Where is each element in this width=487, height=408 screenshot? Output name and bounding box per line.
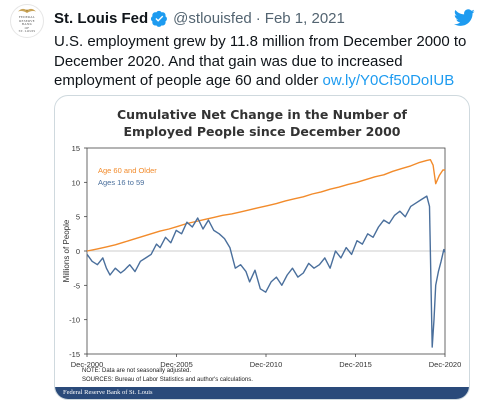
- y-tick-label: -10: [69, 316, 80, 325]
- y-tick-label: 0: [76, 247, 80, 256]
- x-tick-label: Dec-2005: [160, 360, 193, 369]
- x-tick-label: Dec-2015: [339, 360, 372, 369]
- legend-entry: Age 60 and Older: [98, 166, 157, 175]
- legend-entry: Ages 16 to 59: [98, 178, 144, 187]
- tweet-header: St. Louis Fed @stlouisfed · Feb 1, 2021: [54, 8, 475, 28]
- y-tick-label: 5: [76, 213, 80, 222]
- chart-note: NOTE: Data are not seasonally adjusted.: [82, 368, 192, 374]
- footer-text: Federal Reserve Bank of St. Louis: [63, 389, 153, 396]
- verified-badge-icon: [151, 10, 168, 27]
- eagle-logo-icon: [18, 8, 36, 14]
- avatar-line: OF: [24, 25, 30, 30]
- user-handle[interactable]: @stlouisfed: [173, 9, 252, 27]
- avatar-text: FEDERAL RESERVE BANK OF ST. LOUIS: [18, 15, 36, 34]
- avatar-line: ST. LOUIS: [18, 29, 36, 34]
- x-tick-label: Dec-2020: [429, 360, 462, 369]
- twitter-bird-icon[interactable]: [453, 9, 475, 32]
- x-tick-label: Dec-2000: [71, 360, 104, 369]
- chart-title: Cumulative Net Change in the Number of E…: [55, 106, 469, 140]
- avatar-line: FEDERAL: [18, 15, 36, 20]
- chart-notes: NOTE: Data are not seasonally adjusted. …: [82, 367, 253, 384]
- chart-sources: SOURCES: Bureau of Labor Statistics and …: [82, 376, 253, 383]
- media-card[interactable]: Cumulative Net Change in the Number of E…: [54, 95, 470, 400]
- avatar-line: RESERVE: [19, 18, 35, 23]
- separator-dot: ·: [255, 9, 261, 27]
- tweet-date[interactable]: Feb 1, 2021: [264, 9, 345, 27]
- avatar[interactable]: FEDERAL RESERVE BANK OF ST. LOUIS: [10, 4, 44, 38]
- tweet-link[interactable]: ow.ly/Y0Cf50DoIUB: [322, 72, 455, 89]
- chart-title-line: Cumulative Net Change in the Number of: [117, 107, 407, 122]
- series-line-age-60-plus: [86, 159, 446, 252]
- chart-title-line: Employed People since December 2000: [123, 124, 401, 139]
- x-tick-label: Dec-2010: [250, 360, 283, 369]
- display-name[interactable]: St. Louis Fed: [54, 9, 149, 27]
- tweet-body: U.S. employment grew by 11.8 million fro…: [54, 32, 474, 91]
- y-axis-label: Millions of People: [62, 219, 71, 282]
- y-tick-label: -15: [69, 350, 80, 359]
- avatar-line: BANK: [21, 22, 33, 27]
- y-tick-label: -5: [73, 281, 80, 290]
- y-tick-label: 10: [72, 178, 80, 187]
- series-line-age-16-59: [86, 195, 446, 348]
- tweet-text: U.S. employment grew by 11.8 million fro…: [54, 33, 467, 89]
- y-tick-label: 15: [72, 144, 80, 153]
- chart-footer: Federal Reserve Bank of St. Louis: [55, 387, 469, 399]
